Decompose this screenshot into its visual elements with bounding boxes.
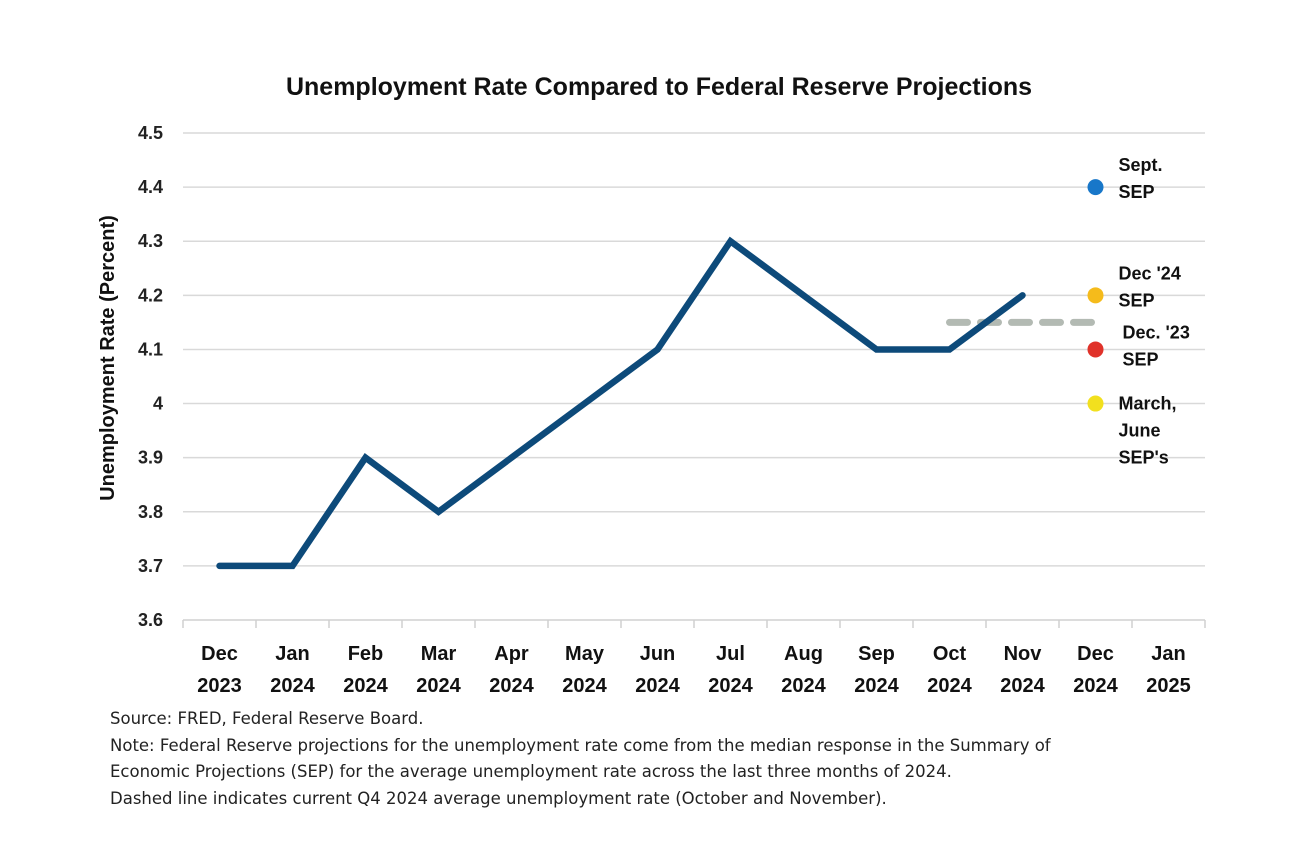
- x-tick-label-year: 2024: [1000, 675, 1045, 697]
- x-tick-label-year: 2024: [416, 675, 461, 697]
- x-tick-label-year: 2024: [343, 675, 388, 697]
- projection-label: Dec '24: [1119, 263, 1181, 283]
- x-axis-ticks: Dec 2023 Jan 2024 Feb 2024 Mar 2024 Apr 2024 May 20…: [197, 643, 1191, 697]
- projection-marker: [1087, 179, 1104, 196]
- projection-label: SEP's: [1119, 448, 1169, 468]
- note-line-2: Economic Projections (SEP) for the avera…: [110, 762, 952, 781]
- note-line-1: Note: Federal Reserve projections for th…: [110, 735, 1051, 755]
- projection-label: Dec. '23: [1123, 322, 1190, 342]
- unemployment-rate-line: [216, 236, 1026, 570]
- x-tick-label-year: 2023: [197, 675, 242, 697]
- chart-title: Unemployment Rate Compared to Federal Re…: [286, 73, 1032, 101]
- y-tick-label: 4: [153, 394, 163, 414]
- x-axis: [182, 619, 1206, 628]
- x-tick-label-month: May: [565, 643, 605, 665]
- y-axis-label: Unemployment Rate (Percent): [97, 215, 119, 501]
- x-tick-label-year: 2024: [270, 675, 315, 697]
- x-tick-label-month: Oct: [933, 643, 967, 665]
- x-tick-label-month: Jun: [640, 643, 676, 665]
- x-tick-label-month: Feb: [348, 643, 384, 665]
- y-tick-label: 4.3: [138, 231, 163, 251]
- footer: Source: FRED, Federal Reserve Board. Not…: [110, 706, 1210, 812]
- chart: Unemployment Rate Compared to Federal Re…: [97, 73, 1206, 697]
- x-tick-label-year: 2024: [854, 675, 899, 697]
- projection-marker: [1087, 287, 1104, 304]
- x-tick-label-year: 2024: [927, 675, 972, 697]
- x-tick-label-year: 2024: [489, 675, 534, 697]
- y-tick-label: 3.9: [138, 448, 163, 468]
- x-tick-label-year: 2024: [562, 675, 607, 697]
- x-tick-label-year: 2024: [635, 675, 680, 697]
- y-axis-ticks: 3.6 3.7 3.8 3.9 4 4.1 4.2 4.3 4.4 4.5: [138, 123, 163, 630]
- x-tick-label-month: Jan: [1151, 643, 1185, 665]
- x-tick-label-month: Dec: [1077, 643, 1114, 665]
- note-line-3: Dashed line indicates current Q4 2024 av…: [110, 788, 887, 808]
- y-tick-label: 4.1: [138, 339, 163, 359]
- projection-markers: Sept. SEP Dec '24 SEP Dec. '23 SEP March, June S…: [1087, 155, 1190, 468]
- projection-label: June: [1119, 421, 1161, 441]
- y-tick-label: 4.4: [138, 177, 163, 197]
- y-tick-label: 4.2: [138, 285, 163, 305]
- x-tick-label-month: Dec: [201, 643, 238, 665]
- source-note: Source: FRED, Federal Reserve Board.: [110, 709, 424, 728]
- projection-label: SEP: [1119, 182, 1155, 202]
- projection-marker: [1087, 341, 1104, 358]
- x-tick-label-year: 2024: [781, 675, 826, 697]
- projection-label: March,: [1119, 394, 1177, 414]
- x-tick-label-month: Apr: [494, 643, 529, 665]
- x-tick-label-month: Nov: [1004, 643, 1043, 665]
- x-tick-label-month: Mar: [421, 643, 457, 665]
- projection-marker: [1087, 395, 1104, 412]
- x-tick-label-month: Jan: [275, 643, 309, 665]
- projection-label: SEP: [1119, 290, 1155, 310]
- x-tick-label-year: 2024: [708, 675, 753, 697]
- y-tick-label: 4.5: [138, 123, 163, 143]
- projection-label: Sept.: [1119, 155, 1163, 175]
- x-tick-label-year: 2024: [1073, 675, 1118, 697]
- x-tick-label-month: Sep: [858, 643, 895, 665]
- projection-label: SEP: [1123, 349, 1159, 369]
- y-tick-label: 3.7: [138, 556, 163, 576]
- y-tick-label: 3.6: [138, 610, 163, 630]
- x-tick-label-month: Jul: [716, 643, 745, 665]
- series-lines: [216, 236, 1026, 570]
- x-tick-label-month: Aug: [784, 643, 823, 665]
- x-tick-label-year: 2025: [1146, 675, 1191, 697]
- y-tick-label: 3.8: [138, 502, 163, 522]
